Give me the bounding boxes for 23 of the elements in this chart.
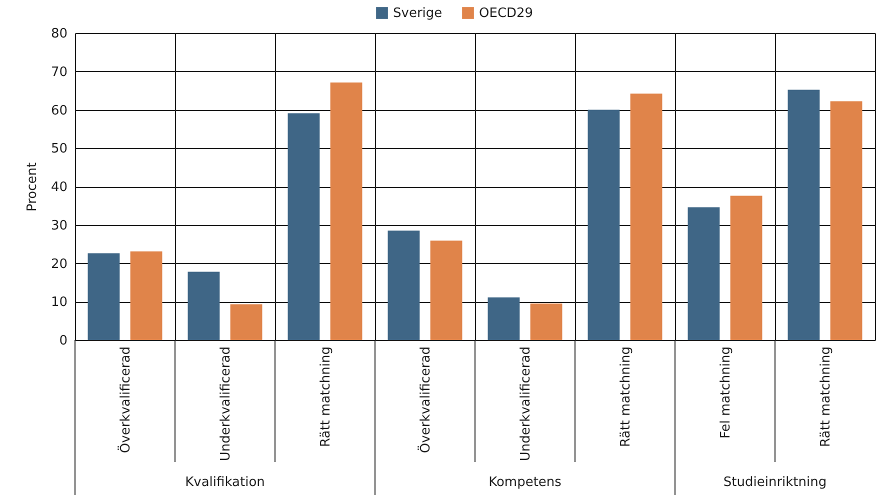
text: Studieinriktning xyxy=(723,475,827,490)
y-tick-label: 60 xyxy=(50,103,68,118)
x-tick-label: Överkvalificerad xyxy=(418,346,434,454)
legend-label: Sverige xyxy=(393,6,442,21)
y-tick-label: 0 xyxy=(59,334,68,348)
x-tick-label: Rätt matchning xyxy=(618,346,634,447)
x-tick-label: Underkvalificerad xyxy=(218,346,234,462)
y-tick-label: 10 xyxy=(50,295,68,310)
y-tick-label: 50 xyxy=(50,142,68,157)
text: Kompetens xyxy=(488,475,562,490)
y-tick-label: 80 xyxy=(50,26,68,42)
y-tick-label: 20 xyxy=(50,256,68,272)
y-tick-label: 40 xyxy=(50,180,68,195)
x-tick-label: Underkvalificerad xyxy=(518,346,534,462)
x-tick-label: Fel matchning xyxy=(718,346,734,438)
x-tick-label: Rätt matchning xyxy=(318,346,334,447)
y-axis-title: Procent xyxy=(24,162,40,212)
x-tick-label: Överkvalificerad xyxy=(118,346,134,454)
text: Kvalifikation xyxy=(185,475,265,490)
legend-label: OECD29 xyxy=(479,6,534,21)
y-tick-label: 70 xyxy=(50,64,68,80)
x-tick-label: Rätt matchning xyxy=(818,346,834,447)
y-tick-label: 30 xyxy=(50,218,68,234)
